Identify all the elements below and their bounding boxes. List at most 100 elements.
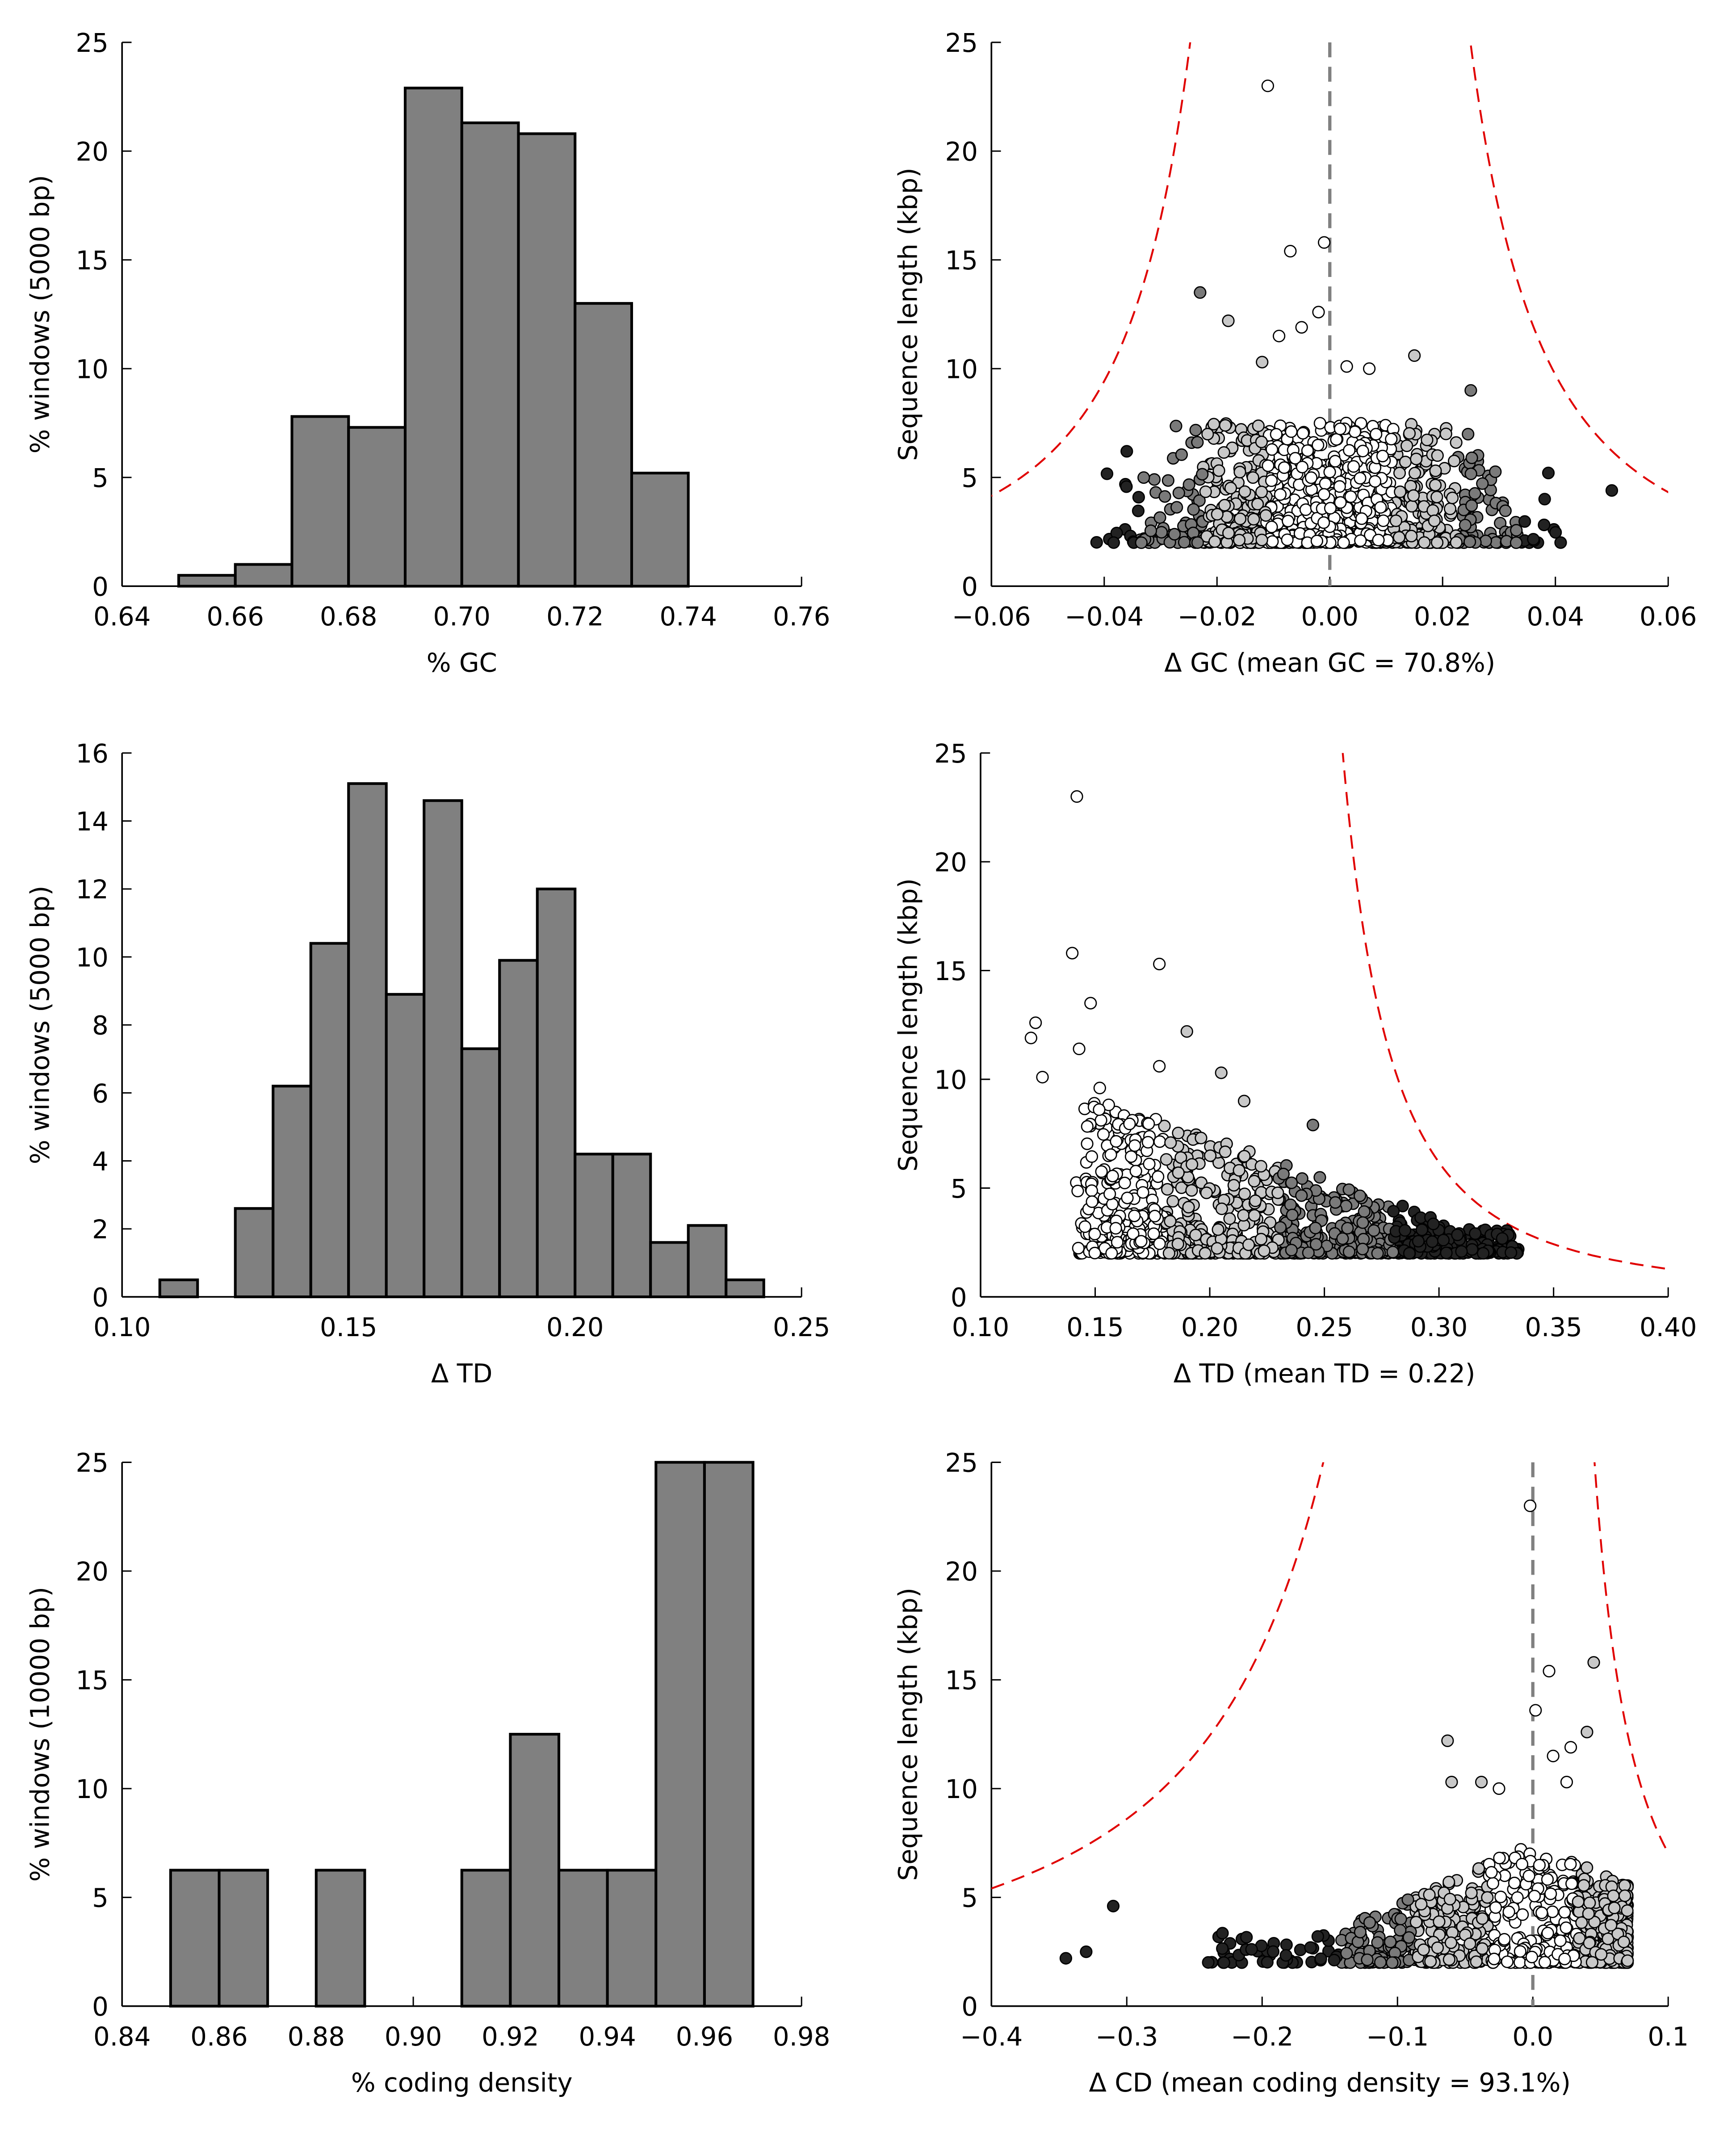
data-point: [1392, 531, 1406, 544]
data-point: [1412, 1235, 1425, 1248]
data-point: [1118, 1177, 1131, 1190]
data-point: [1237, 1209, 1250, 1222]
data-point: [1421, 433, 1434, 446]
data-point: [1171, 1237, 1184, 1250]
data-point: [1505, 1246, 1518, 1259]
data-point: [1486, 1877, 1500, 1890]
data-point: [1367, 1224, 1380, 1237]
data-point: [1374, 501, 1387, 514]
data-point: [1222, 527, 1235, 540]
data-point: [1470, 1955, 1483, 1968]
data-point: [1219, 1145, 1232, 1158]
data-point: [1371, 1247, 1384, 1260]
data-point: [1094, 1114, 1107, 1127]
data-point: [1356, 1242, 1369, 1256]
data-point: [1439, 428, 1452, 440]
y-tick-label: 25: [75, 28, 108, 58]
data-point: [1248, 1209, 1261, 1222]
data-point: [1081, 1137, 1094, 1150]
data-point: [1469, 1227, 1482, 1240]
data-point: [1282, 515, 1295, 528]
data-point: [1621, 1954, 1634, 1967]
data-point: [1164, 1215, 1177, 1228]
data-point: [1328, 1954, 1341, 1966]
data-point: [1466, 1243, 1479, 1256]
data-point: [1191, 536, 1204, 549]
envelope-right: [1593, 1462, 1669, 1855]
x-tick-label: 0.0: [1512, 2021, 1553, 2052]
x-tick-label: −0.2: [1231, 2021, 1293, 2052]
data-point: [1472, 1862, 1485, 1875]
data-point: [1162, 1247, 1176, 1260]
data-point: [1443, 1893, 1456, 1906]
data-point: [1155, 526, 1168, 539]
data-point: [1120, 445, 1133, 458]
y-tick-label: 15: [945, 1665, 978, 1696]
y-tick-label: 10: [945, 1774, 978, 1804]
data-point: [1389, 514, 1402, 527]
data-point: [1502, 1905, 1515, 1918]
data-point: [1510, 536, 1523, 549]
data-point: [1223, 1212, 1236, 1225]
data-point: [1363, 1916, 1376, 1929]
data-point: [1256, 356, 1269, 369]
data-point: [1266, 535, 1279, 548]
y-tick-label: 0: [951, 1282, 967, 1312]
data-point: [1361, 1953, 1374, 1966]
data-point: [1233, 1164, 1245, 1177]
data-point: [1093, 1103, 1106, 1116]
data-point: [1160, 1153, 1173, 1166]
y-tick-label: 15: [75, 1665, 108, 1696]
data-point: [1384, 1935, 1397, 1949]
data-point: [1430, 490, 1443, 503]
data-point: [1153, 1060, 1166, 1073]
histogram-bar: [509, 1733, 561, 2008]
data-point: [1464, 467, 1477, 480]
data-point: [1560, 1921, 1572, 1934]
data-point: [1233, 533, 1246, 547]
data-point: [1093, 1082, 1106, 1094]
data-point: [1564, 1857, 1577, 1871]
data-point: [1564, 1741, 1577, 1754]
x-tick-label: 0.90: [385, 2021, 442, 2052]
data-point: [1311, 1930, 1324, 1943]
data-point: [1442, 1875, 1455, 1889]
data-point: [1430, 536, 1444, 549]
data-point: [1296, 427, 1309, 440]
data-point: [1147, 1227, 1160, 1240]
data-point: [1619, 1889, 1631, 1902]
x-tick-label: 0.86: [190, 2021, 247, 2052]
y-tick-label: 0: [961, 571, 978, 602]
data-point: [1329, 1196, 1342, 1209]
data-point: [1403, 1247, 1416, 1260]
data-point: [1533, 1859, 1546, 1872]
data-point: [1499, 504, 1512, 517]
y-tick-label: 10: [75, 354, 108, 384]
data-point: [1124, 1150, 1138, 1163]
data-point: [1356, 444, 1369, 457]
data-point: [1285, 425, 1298, 438]
data-point: [1394, 1912, 1407, 1925]
data-point: [1595, 1948, 1608, 1961]
x-tick-label: −0.3: [1095, 2021, 1158, 2052]
data-point: [1585, 1956, 1599, 1969]
data-point: [1450, 536, 1463, 549]
data-point: [1109, 1222, 1122, 1235]
data-point: [1265, 474, 1278, 487]
data-point: [1341, 1222, 1354, 1235]
y-axis-title: % windows (5000 bp): [25, 175, 55, 454]
data-point: [1607, 1889, 1620, 1903]
data-point: [1554, 1934, 1567, 1947]
data-point: [1252, 419, 1265, 432]
data-point: [1442, 1953, 1455, 1966]
data-point: [1222, 314, 1235, 327]
data-point: [1547, 1749, 1560, 1762]
histogram-bar: [574, 302, 633, 588]
hist-td-bars: [158, 782, 765, 1299]
x-tick-label: 0.20: [1181, 1312, 1238, 1342]
data-point: [1323, 465, 1336, 478]
data-point: [1144, 524, 1157, 537]
data-point: [1029, 1016, 1042, 1029]
data-point: [1401, 1893, 1414, 1906]
